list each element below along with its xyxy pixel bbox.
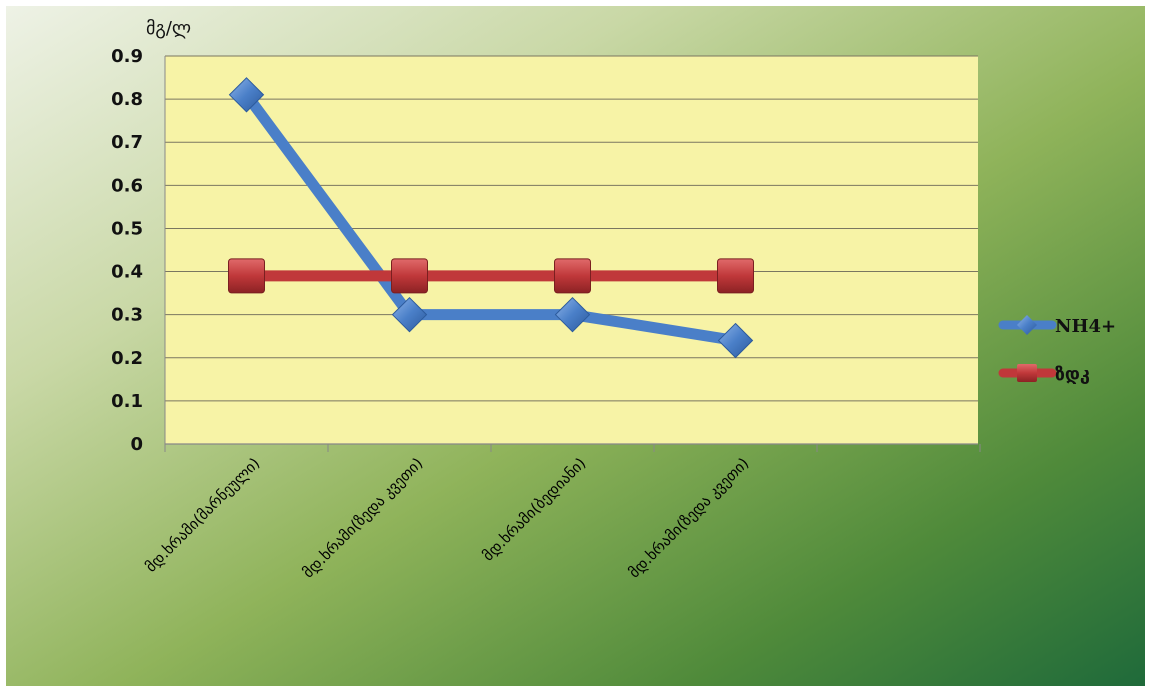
legend-label-1: ზდკ [1055, 364, 1090, 385]
series-markers [228, 77, 754, 359]
data-point-square [717, 258, 754, 294]
y-axis-ticks: 0 0.1 0.2 0.3 0.4 0.5 0.6 0.7 0.8 0.9 [111, 46, 143, 455]
y-tick-label: 0.8 [111, 89, 143, 110]
data-point-square [391, 258, 428, 294]
y-tick-label: 0.3 [111, 305, 143, 326]
y-tick-label: 0.4 [111, 262, 143, 283]
series-lines [241, 89, 741, 347]
data-point-diamond [391, 296, 428, 333]
y-tick-label: 0.5 [111, 218, 143, 239]
series-line-0 [241, 89, 741, 347]
data-point-diamond [554, 296, 591, 333]
y-tick-label: 0 [130, 434, 143, 455]
y-axis-unit-label: მგ/ლ [146, 18, 191, 39]
data-point-diamond [717, 322, 754, 359]
data-point-diamond [228, 77, 265, 113]
y-tick-label: 0.7 [111, 132, 143, 153]
legend-marker-square [1017, 364, 1037, 382]
data-point-square [554, 258, 591, 294]
y-tick-label: 0.6 [111, 175, 143, 196]
y-tick-label: 0.9 [111, 46, 143, 67]
plot-area [165, 56, 978, 444]
data-point-square [228, 258, 265, 294]
y-tick-label: 0.2 [111, 348, 143, 369]
axes [164, 56, 981, 452]
legend-label-0: NH4+ [1055, 316, 1116, 337]
legend-marker-diamond [1017, 315, 1037, 335]
y-tick-label: 0.1 [111, 391, 143, 412]
legend: NH4+ ზდკ [998, 315, 1116, 385]
